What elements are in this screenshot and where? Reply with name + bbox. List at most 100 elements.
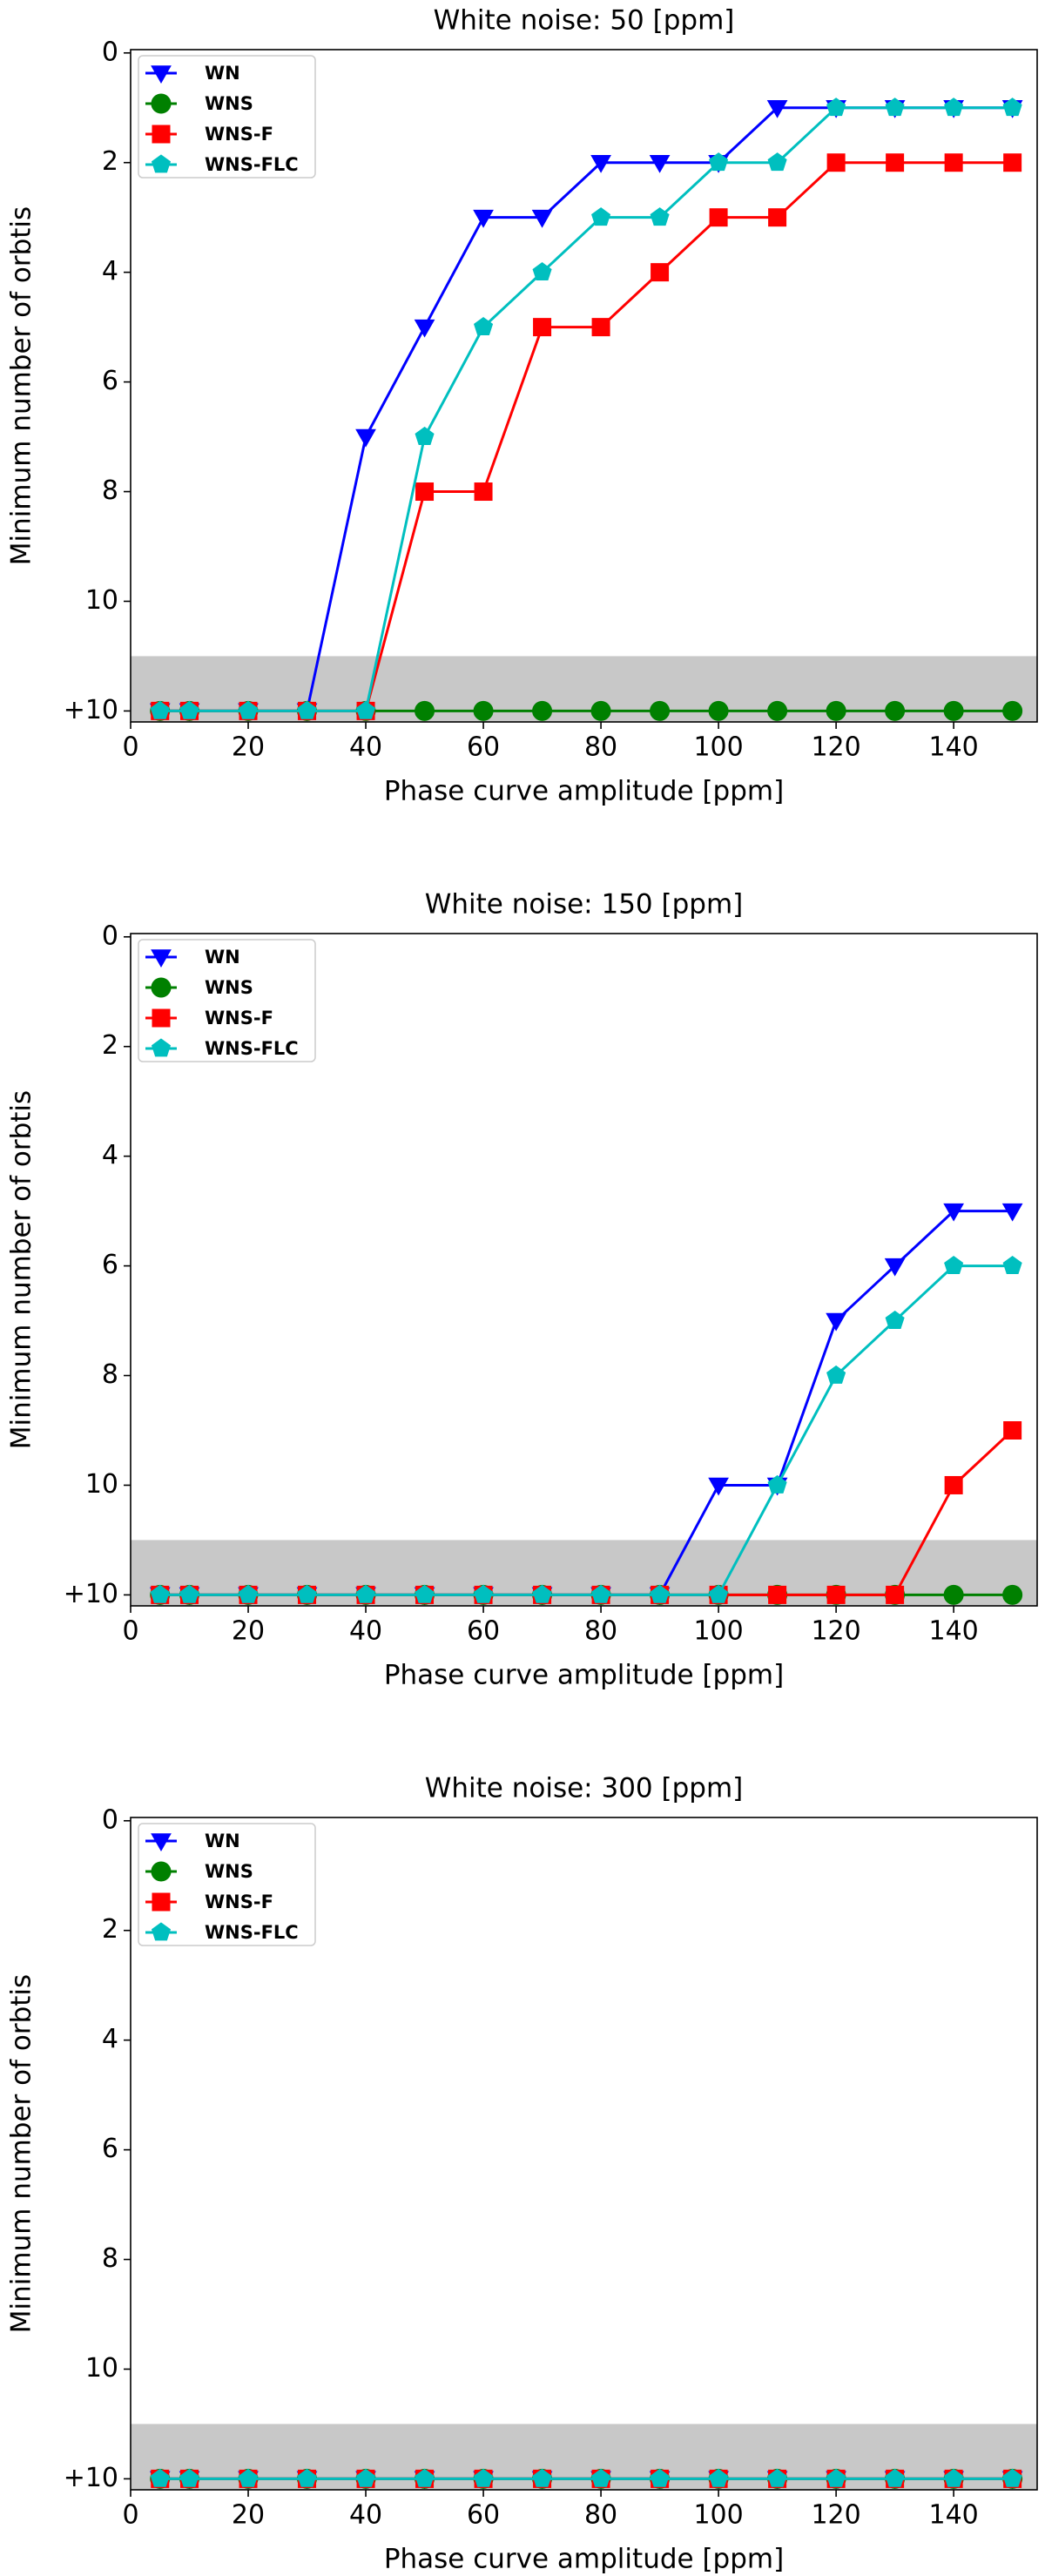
marker [943,700,964,721]
marker [650,2468,670,2487]
series-line [159,1264,1013,1596]
marker [944,2468,964,2487]
y-tick-label: 10 [85,1469,118,1500]
marker [415,700,435,721]
marker [650,207,670,226]
legend-label: WNS-F [205,1008,273,1028]
y-tick-label: +10 [64,2463,118,2493]
y-tick-label: 2 [102,1914,118,1945]
marker [709,2468,729,2487]
series-line [159,106,1013,712]
marker [709,208,728,227]
y-tick-label: 2 [102,1030,118,1061]
marker [826,98,846,117]
x-tick-label: 100 [693,732,743,763]
marker [768,208,787,227]
marker [885,700,906,721]
y-tick-label: 10 [85,585,118,616]
y-tick-label: 6 [102,2134,118,2164]
legend-label: WNS-F [205,1892,273,1912]
x-tick-label: 40 [349,1616,382,1647]
marker [415,482,435,502]
x-tick-label: 100 [693,2500,743,2531]
y-tick-label: 2 [102,146,118,177]
legend-marker [151,1038,172,1057]
marker [708,700,729,721]
series-line [159,161,1013,712]
legend-marker [151,1861,172,1882]
marker [1002,1584,1023,1605]
marker [591,318,610,337]
marker [355,428,376,448]
legend-marker [151,93,172,114]
y-tick-label: 0 [102,1804,118,1835]
marker [238,1584,259,1603]
x-tick-label: 140 [929,732,979,763]
y-axis-label: Minimum number of orbtis [6,1974,37,2333]
legend-label: WNS [205,93,253,114]
y-tick-label: 10 [85,2353,118,2384]
marker [591,1584,611,1603]
y-tick-label: +10 [64,695,118,725]
marker [1003,153,1022,172]
marker [649,154,671,173]
marker [150,1584,170,1603]
x-tick-label: 100 [693,1616,743,1647]
marker [297,2468,317,2487]
y-tick-label: 6 [102,1250,118,1280]
marker [885,1310,905,1329]
marker [532,700,553,721]
marker [826,1585,846,1604]
marker [238,2468,259,2487]
marker [1002,2468,1022,2487]
marker [826,2468,846,2487]
x-tick-label: 20 [232,732,265,763]
legend-label: WN [205,63,240,84]
legend-marker [151,154,172,173]
marker [532,2468,552,2487]
marker [709,1584,729,1603]
y-tick-label: 6 [102,366,118,396]
x-tick-label: 120 [811,732,860,763]
legend-box [138,939,316,1062]
marker [590,700,611,721]
legend-box [138,1823,316,1946]
legend-label: WNS [205,977,253,998]
marker [826,1365,846,1384]
marker [826,153,846,172]
y-tick-label: 8 [102,2243,118,2274]
x-tick-label: 120 [811,1616,860,1647]
legend-label: WNS-FLC [205,154,299,175]
legend-label: WNS [205,1861,253,1882]
marker [415,1584,435,1603]
legend-marker [152,125,171,144]
x-axis-label: Phase curve amplitude [ppm] [384,2544,784,2575]
x-tick-label: 80 [584,732,617,763]
marker [943,1203,964,1222]
marker [238,700,259,719]
x-tick-label: 0 [122,1616,138,1647]
x-tick-label: 140 [929,1616,979,1647]
marker [474,317,494,336]
x-tick-label: 80 [584,2500,617,2531]
legend-label: WNS-F [205,124,273,145]
y-tick-label: 4 [102,256,118,287]
x-tick-label: 0 [122,2500,138,2531]
chart-panel: White noise: 300 [ppm] Phase curve amplit… [6,1773,1038,2575]
marker [944,98,964,117]
marker [531,209,553,228]
marker [768,1585,787,1604]
marker [474,2468,494,2487]
chart-panel: White noise: 150 [ppm] Phase curve amplit… [6,889,1038,1691]
x-tick-label: 60 [467,2500,500,2531]
marker [355,2468,376,2487]
series-line [159,106,1013,712]
marker [650,700,671,721]
x-tick-label: 60 [467,732,500,763]
legend-label: WN [205,1831,240,1851]
y-axis-label: Minimum number of orbtis [6,1090,37,1449]
marker [150,700,170,719]
x-tick-label: 120 [811,2500,860,2531]
